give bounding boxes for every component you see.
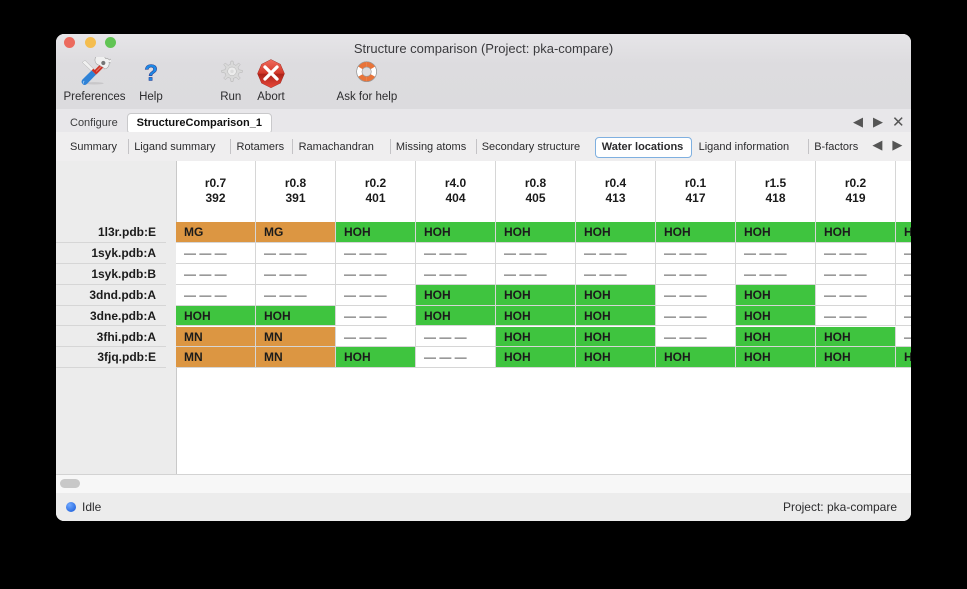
svg-text:?: ? xyxy=(144,59,158,85)
